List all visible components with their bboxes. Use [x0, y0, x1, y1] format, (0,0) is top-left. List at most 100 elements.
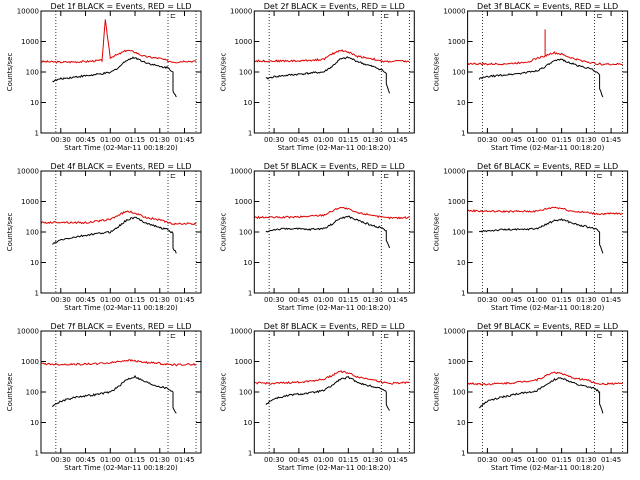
x-tick-label: 01:45 [601, 456, 621, 464]
x-axis-label: Start Time (02-Mar-11 00:18:20) [64, 144, 178, 152]
x-axis-label: Start Time (02-Mar-11 00:18:20) [491, 144, 605, 152]
series-lld-red [253, 49, 410, 64]
y-tick-label: 1000 [21, 38, 39, 46]
x-tick-label: 01:00 [100, 136, 120, 144]
chart-title: Det 2f BLACK = Events, RED = LLD [264, 2, 405, 11]
y-axis-label: Counts/sec [219, 373, 227, 412]
series-events-black [52, 374, 177, 414]
x-axis-label: Start Time (02-Mar-11 00:18:20) [64, 464, 178, 472]
x-tick-label: 01:15 [125, 456, 145, 464]
marker-label: ⊏ [383, 172, 389, 180]
panel-det-6: Det 6f BLACK = Events, RED = LLD⊏ 1 10 100 1… [433, 162, 629, 312]
chart-title: Det 4f BLACK = Events, RED = LLD [50, 162, 191, 171]
x-tick-label: 00:45 [502, 136, 522, 144]
x-tick-label: 01:00 [313, 136, 333, 144]
series-events-black [265, 376, 390, 411]
y-tick-label: 1 [35, 130, 39, 138]
y-tick-label: 10000 [230, 328, 252, 336]
x-tick-label: 01:15 [552, 456, 572, 464]
marker-label: ⊏ [170, 172, 176, 180]
panel-det-3: Det 3f BLACK = Events, RED = LLD⊏ 1 10 100 1… [433, 2, 629, 152]
y-tick-label: 10000 [443, 168, 465, 176]
panel-det-8: Det 8f BLACK = Events, RED = LLD⊏ 1 10 100 1… [219, 322, 415, 472]
series-lld-red [253, 206, 410, 220]
x-tick-label: 00:45 [502, 456, 522, 464]
y-tick-label: 10 [243, 419, 252, 427]
x-tick-label: 01:00 [313, 456, 333, 464]
y-tick-label: 10000 [17, 328, 39, 336]
plot-frame [253, 170, 415, 294]
x-tick-label: 01:45 [388, 136, 408, 144]
y-tick-label: 1 [248, 130, 252, 138]
panel-det-5: Det 5f BLACK = Events, RED = LLD⊏ 1 10 100 1… [219, 162, 415, 312]
x-tick-label: 01:45 [601, 296, 621, 304]
x-tick-label: 00:45 [289, 296, 309, 304]
series-lld-red [467, 206, 623, 216]
y-tick-label: 10000 [230, 8, 252, 16]
chart-title: Det 9f BLACK = Events, RED = LLD [477, 322, 618, 331]
series-lld-red [40, 359, 197, 367]
plot-frame [40, 330, 202, 454]
x-tick-label: 00:45 [289, 136, 309, 144]
y-axis-label: Counts/sec [6, 213, 14, 252]
x-tick-label: 01:15 [338, 296, 358, 304]
y-tick-label: 10 [30, 419, 39, 427]
series-lld-red [40, 19, 197, 64]
y-tick-label: 100 [452, 69, 465, 77]
chart-title: Det 7f BLACK = Events, RED = LLD [50, 322, 191, 331]
y-tick-label: 1000 [21, 358, 39, 366]
plot-frame [467, 170, 629, 294]
series-events-black [478, 377, 604, 414]
marker-label: ⊏ [170, 12, 176, 20]
x-axis-label: Start Time (02-Mar-11 00:18:20) [278, 464, 392, 472]
y-tick-label: 100 [26, 229, 39, 237]
y-tick-label: 1 [248, 290, 252, 298]
y-tick-label: 10000 [443, 328, 465, 336]
y-axis-label: Counts/sec [433, 53, 441, 92]
x-tick-label: 01:45 [388, 296, 408, 304]
x-tick-label: 01:15 [552, 136, 572, 144]
panel-det-9: Det 9f BLACK = Events, RED = LLD⊏ 1 10 100 1… [433, 322, 629, 472]
x-tick-label: 01:45 [388, 456, 408, 464]
y-tick-label: 1000 [234, 358, 252, 366]
x-tick-label: 01:00 [527, 136, 547, 144]
x-tick-label: 00:30 [51, 136, 71, 144]
panel-det-4: Det 4f BLACK = Events, RED = LLD⊏ 1 10 100 1… [6, 162, 202, 312]
plot-frame [253, 330, 415, 454]
x-tick-label: 00:30 [51, 296, 71, 304]
x-tick-label: 01:15 [552, 296, 572, 304]
y-axis-label: Counts/sec [219, 53, 227, 92]
plot-frame [253, 10, 415, 134]
y-tick-label: 100 [239, 389, 252, 397]
x-tick-label: 00:30 [264, 296, 284, 304]
x-tick-label: 01:15 [125, 296, 145, 304]
plot-frame [467, 10, 629, 134]
series-events-black [478, 58, 604, 98]
y-tick-label: 1 [35, 290, 39, 298]
x-tick-label: 01:30 [150, 136, 170, 144]
x-tick-label: 00:45 [75, 456, 95, 464]
marker-label: ⊏ [597, 332, 603, 340]
x-tick-label: 01:30 [150, 296, 170, 304]
y-tick-label: 1000 [21, 198, 39, 206]
chart-title: Det 5f BLACK = Events, RED = LLD [264, 162, 405, 171]
x-tick-label: 01:00 [100, 456, 120, 464]
x-tick-label: 01:00 [527, 456, 547, 464]
x-tick-label: 00:45 [75, 296, 95, 304]
x-axis-label: Start Time (02-Mar-11 00:18:20) [278, 304, 392, 312]
y-tick-label: 1000 [448, 38, 466, 46]
y-tick-label: 10 [457, 259, 466, 267]
x-tick-label: 00:30 [477, 296, 497, 304]
y-tick-label: 100 [452, 389, 465, 397]
x-axis-label: Start Time (02-Mar-11 00:18:20) [278, 144, 392, 152]
series-lld-red [467, 29, 623, 66]
series-events-black [265, 56, 391, 94]
x-axis-label: Start Time (02-Mar-11 00:18:20) [64, 304, 178, 312]
y-axis-label: Counts/sec [433, 373, 441, 412]
y-tick-label: 1 [461, 290, 465, 298]
x-tick-label: 01:30 [363, 136, 383, 144]
marker-label: ⊏ [597, 172, 603, 180]
x-tick-label: 01:30 [150, 456, 170, 464]
y-tick-label: 1000 [234, 38, 252, 46]
y-tick-label: 10 [243, 259, 252, 267]
